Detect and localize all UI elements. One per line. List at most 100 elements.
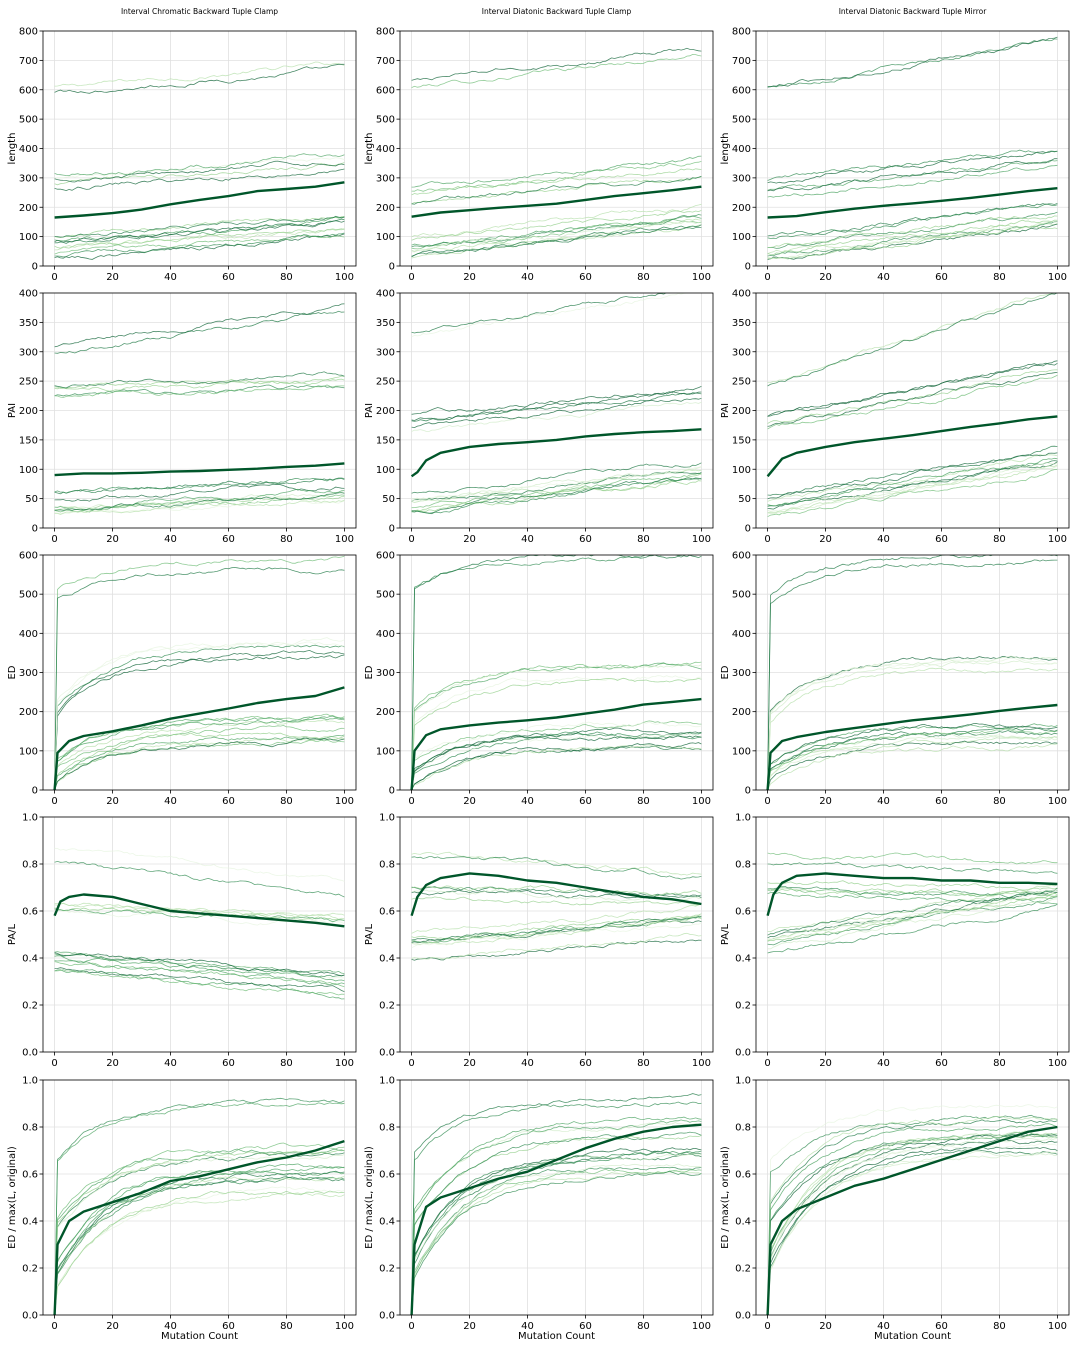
- x-tick-label: 40: [521, 1321, 534, 1332]
- trace-line: [54, 1190, 345, 1315]
- subplot-r4-c3: 0.0 0.2 0.4 0.6 0.8 1.0 0 20 40 60 80 100 PA/L: [720, 813, 1070, 1069]
- trace-line: [411, 398, 702, 429]
- trace-line: [767, 891, 1058, 939]
- x-tick-label: 100: [692, 534, 711, 545]
- y-axis-label: PAI: [720, 403, 731, 418]
- subplot-r2-c1: 0 50 100 150 200 250 300 350 400 0 20 40 60 80 100 PAI: [7, 289, 357, 545]
- x-tick-label: 100: [692, 1321, 711, 1332]
- trace-line: [54, 1176, 345, 1315]
- x-tick-label: 0: [408, 796, 414, 807]
- trace-line: [411, 923, 702, 949]
- y-tick-label: 0.8: [22, 860, 38, 871]
- trace-line: [411, 480, 702, 513]
- trace-line: [767, 656, 1058, 790]
- subplot-r1-c2: 0 100 200 300 400 500 600 700 800 0 20 40 60 80 100 len…: [364, 27, 714, 283]
- y-tick-label: 800: [19, 27, 38, 38]
- y-tick-label: 50: [25, 494, 38, 505]
- trace-line: [54, 739, 345, 790]
- trace-line: [767, 460, 1058, 507]
- trace-line: [767, 731, 1058, 790]
- trace-line: [54, 216, 345, 242]
- trace-line: [411, 1131, 702, 1315]
- y-tick-label: 300: [376, 347, 395, 358]
- x-tick-label: 0: [408, 534, 414, 545]
- y-tick-label: 300: [732, 347, 751, 358]
- x-tick-label: 40: [164, 1058, 177, 1069]
- trace-line: [54, 477, 345, 495]
- y-tick-label: 0.4: [735, 1217, 751, 1228]
- trace-line: [767, 360, 1058, 417]
- trace-line: [54, 153, 345, 177]
- trace-line: [767, 735, 1058, 790]
- trace-line: [54, 953, 345, 978]
- y-tick-label: 700: [19, 56, 38, 67]
- trace-group: [54, 303, 345, 515]
- y-axis-label: PAI: [364, 403, 375, 418]
- trace-line: [767, 222, 1058, 254]
- trace-line: [54, 228, 345, 249]
- trace-line: [767, 461, 1058, 512]
- axes-frame: [399, 816, 714, 1053]
- trace-line: [411, 210, 702, 241]
- trace-line: [767, 468, 1058, 518]
- axes-frame: [399, 1079, 714, 1316]
- trace-line: [411, 1168, 702, 1315]
- x-tick-label: 100: [335, 1058, 354, 1069]
- x-tick-label: 100: [335, 534, 354, 545]
- trace-line: [54, 902, 345, 920]
- x-tick-label: 0: [764, 1058, 770, 1069]
- y-tick-label: 0.4: [379, 1217, 395, 1228]
- trace-line: [767, 36, 1058, 88]
- trace-line: [767, 369, 1058, 424]
- trace-line: [411, 176, 702, 205]
- trace-line: [767, 219, 1058, 256]
- trace-line: [767, 895, 1058, 942]
- trace-line: [767, 898, 1058, 950]
- x-tick-label: 60: [222, 272, 235, 283]
- y-tick-label: 0.0: [379, 1048, 395, 1059]
- x-tick-label: 80: [637, 534, 650, 545]
- y-tick-label: 100: [376, 746, 395, 757]
- trace-line: [411, 915, 702, 942]
- trace-line: [411, 1170, 702, 1315]
- y-tick-label: 700: [376, 56, 395, 67]
- trace-group: [767, 1104, 1058, 1315]
- x-tick-label: 60: [579, 534, 592, 545]
- y-tick-label: 300: [732, 173, 751, 184]
- trace-line: [767, 1142, 1058, 1315]
- y-tick-label: 200: [732, 707, 751, 718]
- y-axis-label: ED / max(L, original): [720, 1146, 731, 1249]
- y-tick-label: 100: [732, 232, 751, 243]
- x-tick-label: 60: [222, 534, 235, 545]
- y-tick-label: 600: [732, 551, 751, 562]
- trace-group: [767, 36, 1058, 260]
- trace-line: [411, 293, 689, 338]
- trace-line: [54, 1170, 345, 1315]
- x-tick-label: 0: [51, 1321, 57, 1332]
- axes-frame: [42, 816, 357, 1053]
- trace-line: [767, 1130, 1058, 1315]
- x-tick-label: 40: [521, 272, 534, 283]
- trace-line: [767, 1119, 1058, 1315]
- trace-line: [54, 566, 345, 790]
- y-tick-label: 500: [376, 115, 395, 126]
- column-title-2: Interval Diatonic Backward Tuple Clamp: [482, 7, 632, 16]
- y-tick-label: 250: [19, 377, 38, 388]
- y-tick-label: 0.2: [379, 1001, 395, 1012]
- trace-group: [411, 1093, 702, 1315]
- x-tick-label: 60: [935, 796, 948, 807]
- x-tick-label: 0: [408, 272, 414, 283]
- trace-group: [767, 852, 1058, 954]
- trace-line: [54, 654, 345, 790]
- trace-line: [411, 856, 702, 880]
- subplot-r2-c2: 0 50 100 150 200 250 300 350 400 0 20 40 60 80 100 PAI: [364, 289, 714, 545]
- y-tick-label: 400: [376, 289, 395, 300]
- x-tick-label: 60: [935, 1058, 948, 1069]
- trace-line: [767, 1146, 1058, 1315]
- x-tick-label: 20: [819, 1321, 832, 1332]
- trace-line: [411, 203, 702, 238]
- trace-line: [767, 667, 1058, 790]
- y-tick-label: 100: [19, 232, 38, 243]
- x-tick-label: 20: [819, 534, 832, 545]
- trace-line: [411, 1153, 702, 1315]
